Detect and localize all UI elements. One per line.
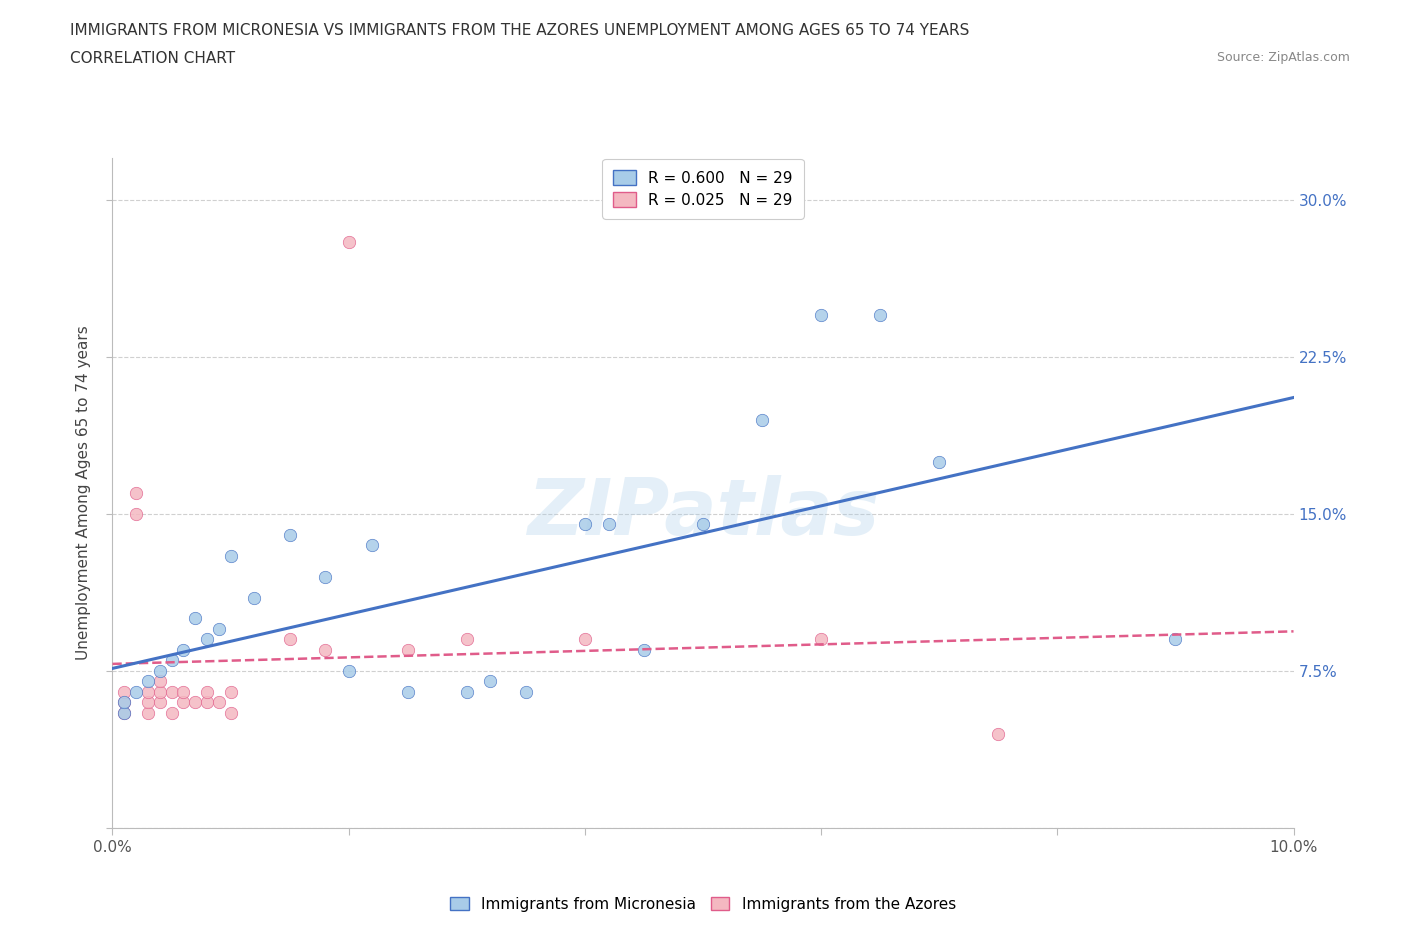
Point bbox=[598, 517, 620, 532]
Text: IMMIGRANTS FROM MICRONESIA VS IMMIGRANTS FROM THE AZORES UNEMPLOYMENT AMONG AGES: IMMIGRANTS FROM MICRONESIA VS IMMIGRANTS… bbox=[70, 23, 970, 38]
Point bbox=[160, 684, 183, 699]
Point bbox=[396, 643, 419, 658]
Legend: Immigrants from Micronesia, Immigrants from the Azores: Immigrants from Micronesia, Immigrants f… bbox=[444, 890, 962, 918]
Point bbox=[869, 308, 891, 323]
Point bbox=[160, 705, 183, 720]
Point bbox=[125, 485, 148, 500]
Point bbox=[810, 308, 832, 323]
Point bbox=[112, 684, 135, 699]
Point bbox=[112, 705, 135, 720]
Point bbox=[112, 695, 135, 710]
Text: CORRELATION CHART: CORRELATION CHART bbox=[70, 51, 235, 66]
Point bbox=[987, 726, 1010, 741]
Point bbox=[112, 705, 135, 720]
Point bbox=[396, 684, 419, 699]
Point bbox=[125, 684, 148, 699]
Point bbox=[574, 517, 596, 532]
Point bbox=[136, 673, 159, 688]
Point bbox=[172, 643, 194, 658]
Point bbox=[208, 695, 231, 710]
Point bbox=[172, 684, 194, 699]
Point bbox=[479, 673, 502, 688]
Point bbox=[125, 506, 148, 521]
Point bbox=[633, 643, 655, 658]
Point bbox=[243, 591, 266, 605]
Point bbox=[928, 454, 950, 469]
Point bbox=[136, 705, 159, 720]
Point bbox=[810, 632, 832, 647]
Point bbox=[456, 684, 478, 699]
Point bbox=[751, 412, 773, 427]
Point bbox=[160, 653, 183, 668]
Point bbox=[219, 705, 242, 720]
Point bbox=[149, 673, 172, 688]
Point bbox=[195, 632, 218, 647]
Point bbox=[219, 684, 242, 699]
Legend: R = 0.600   N = 29, R = 0.025   N = 29: R = 0.600 N = 29, R = 0.025 N = 29 bbox=[603, 159, 803, 219]
Point bbox=[172, 695, 194, 710]
Point bbox=[195, 684, 218, 699]
Point bbox=[456, 632, 478, 647]
Point bbox=[337, 234, 360, 249]
Point bbox=[278, 527, 301, 542]
Point bbox=[195, 695, 218, 710]
Point bbox=[515, 684, 537, 699]
Point bbox=[184, 611, 207, 626]
Text: ZIPatlas: ZIPatlas bbox=[527, 475, 879, 551]
Point bbox=[136, 695, 159, 710]
Point bbox=[136, 684, 159, 699]
Point bbox=[149, 695, 172, 710]
Point bbox=[314, 643, 336, 658]
Point bbox=[149, 663, 172, 678]
Point bbox=[219, 548, 242, 563]
Y-axis label: Unemployment Among Ages 65 to 74 years: Unemployment Among Ages 65 to 74 years bbox=[76, 326, 91, 660]
Point bbox=[314, 569, 336, 584]
Point bbox=[278, 632, 301, 647]
Point bbox=[361, 538, 384, 552]
Point bbox=[149, 684, 172, 699]
Text: Source: ZipAtlas.com: Source: ZipAtlas.com bbox=[1216, 51, 1350, 64]
Point bbox=[692, 517, 714, 532]
Point bbox=[208, 621, 231, 636]
Point bbox=[337, 663, 360, 678]
Point bbox=[112, 695, 135, 710]
Point bbox=[184, 695, 207, 710]
Point bbox=[1164, 632, 1187, 647]
Point bbox=[574, 632, 596, 647]
